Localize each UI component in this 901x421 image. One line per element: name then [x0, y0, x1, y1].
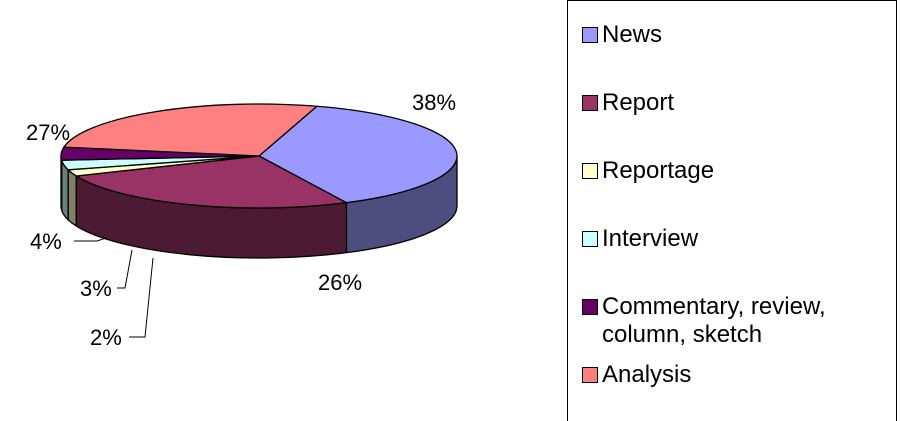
legend-item-interview: Interview — [582, 225, 698, 253]
data-label-news: 38% — [412, 90, 456, 115]
data-label-reportage: 2% — [90, 325, 122, 350]
legend-swatch-analysis — [582, 367, 598, 383]
legend-item-news: News — [582, 21, 662, 49]
legend-item-analysis: Analysis — [582, 361, 691, 389]
legend-item-reportage: Reportage — [582, 157, 714, 185]
data-label-commentary: 4% — [30, 229, 62, 254]
legend-item-commentary: Commentary, review, column, sketch — [582, 293, 892, 349]
legend-swatch-interview — [582, 231, 598, 247]
data-label-report: 26% — [318, 270, 362, 295]
slice-analysis — [63, 103, 318, 157]
legend-label-analysis: Analysis — [602, 361, 692, 388]
slice-side-commentary — [60, 155, 63, 211]
legend-label-report: Report — [602, 89, 675, 116]
legend-swatch-commentary — [582, 299, 598, 315]
leader-line-commentary — [74, 237, 107, 242]
leader-line-reportage — [129, 257, 154, 338]
slice-side-reportage — [67, 169, 77, 227]
legend-label-news: News — [602, 21, 663, 48]
legend-label-commentary: Commentary, review, column, sketch — [602, 293, 826, 348]
chart-legend: News Report Reportage Interview Commenta… — [567, 0, 897, 421]
legend-swatch-news — [582, 27, 598, 43]
legend-swatch-reportage — [582, 163, 598, 179]
pie-chart: 38% 26% 2% 3% 4% 27% — [26, 90, 458, 350]
data-label-interview: 3% — [80, 276, 112, 301]
legend-label-interview: Interview — [602, 225, 699, 252]
data-label-analysis: 27% — [26, 120, 70, 145]
legend-label-reportage: Reportage — [602, 157, 715, 184]
legend-swatch-report — [582, 95, 598, 111]
slice-news — [258, 105, 458, 204]
leader-line-interview — [117, 249, 133, 289]
legend-item-report: Report — [582, 89, 674, 117]
